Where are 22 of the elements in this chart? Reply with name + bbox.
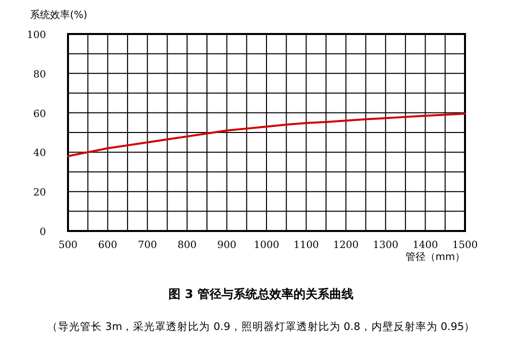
text: （导光管长 3m，采光罩透射比为 0.9，照明器灯罩透射比为 0.8，内壁反射率为 0.95） xyxy=(46,320,476,333)
x-axis-title: 管径（mm） xyxy=(406,252,465,263)
x-tick-label: 900 xyxy=(217,240,236,251)
x-tick-label: 1200 xyxy=(333,240,359,251)
x-tick-label: 1500 xyxy=(452,240,478,251)
line-series xyxy=(67,112,466,158)
text: 图 3 管径与系统总效率的关系曲线 xyxy=(168,287,354,301)
x-tick-label: 600 xyxy=(98,240,118,251)
x-tick-label: 1100 xyxy=(293,240,319,251)
x-tick-label: 1000 xyxy=(254,240,280,251)
x-tick-label: 700 xyxy=(138,240,157,251)
y-tick-label: 100 xyxy=(26,30,46,41)
y-tick-label: 60 xyxy=(33,108,46,120)
y-tick-label: 40 xyxy=(33,148,46,160)
y-tick-label: 0 xyxy=(40,227,46,238)
x-tick-label: 1300 xyxy=(372,240,398,251)
y-tick-label: 20 xyxy=(33,188,46,199)
y-tick-label: 80 xyxy=(33,69,46,80)
x-tick-label: 500 xyxy=(58,240,78,251)
y-axis-title: 系统效率(%) xyxy=(30,9,88,21)
x-tick-label: 800 xyxy=(178,240,197,251)
x-tick-label: 1400 xyxy=(412,240,438,251)
